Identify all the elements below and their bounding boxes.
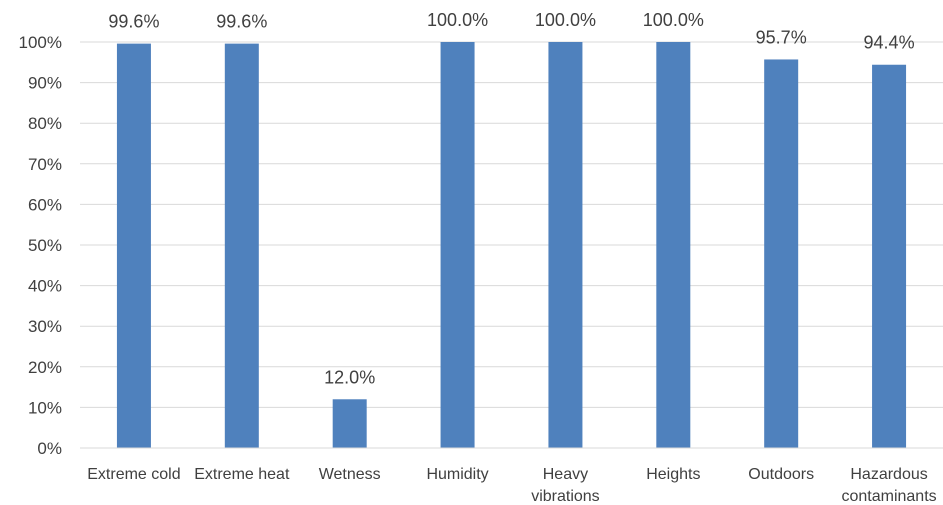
x-category-label: Heights <box>646 466 700 483</box>
bars <box>116 42 907 449</box>
data-label: 95.7% <box>756 27 807 47</box>
x-category-label: Extreme heat <box>194 466 290 483</box>
y-axis-tick-labels: 0% 10% 20% 30% 40% 50% 60% 70% 80% 90% 100% <box>19 33 62 458</box>
data-label: 99.6% <box>108 12 159 32</box>
data-label: 100.0% <box>535 10 596 30</box>
bar <box>332 399 367 448</box>
data-label: 94.4% <box>864 33 915 53</box>
y-tick-label: 70% <box>28 155 62 174</box>
x-category-label: Hazardous <box>850 466 927 483</box>
x-category-label: Humidity <box>426 466 488 483</box>
x-category-label: Wetness <box>319 466 381 483</box>
data-label: 100.0% <box>427 10 488 30</box>
x-category-label: Outdoors <box>748 466 814 483</box>
y-tick-label: 20% <box>28 358 62 377</box>
y-tick-label: 10% <box>28 398 62 417</box>
x-category-label: contaminants <box>841 488 936 505</box>
x-category-label: Extreme cold <box>87 466 180 483</box>
y-tick-label: 90% <box>28 74 62 93</box>
gridlines <box>80 41 943 408</box>
y-tick-label: 0% <box>37 439 62 458</box>
x-category-label: Heavy <box>543 466 588 483</box>
bar <box>548 42 583 448</box>
bar <box>116 43 151 449</box>
bar <box>872 64 907 449</box>
y-tick-label: 40% <box>28 277 62 296</box>
y-tick-label: 50% <box>28 236 62 255</box>
y-tick-label: 30% <box>28 317 62 336</box>
data-label: 99.6% <box>216 12 267 32</box>
y-tick-label: 80% <box>28 114 62 133</box>
bar <box>656 42 691 448</box>
x-axis-category-labels: Extreme cold Extreme heat Wetness Humidity H… <box>87 466 936 505</box>
y-tick-label: 60% <box>28 195 62 214</box>
data-label: 12.0% <box>324 367 375 387</box>
bar <box>764 59 799 448</box>
y-tick-label: 100% <box>19 33 62 52</box>
bar <box>440 42 475 448</box>
x-category-label: vibrations <box>531 488 599 505</box>
bar <box>224 43 259 449</box>
data-labels: 99.6% 99.6% 12.0% 100.0% 100.0% 100.0% 95.7% 94… <box>108 10 914 387</box>
data-label: 100.0% <box>643 10 704 30</box>
